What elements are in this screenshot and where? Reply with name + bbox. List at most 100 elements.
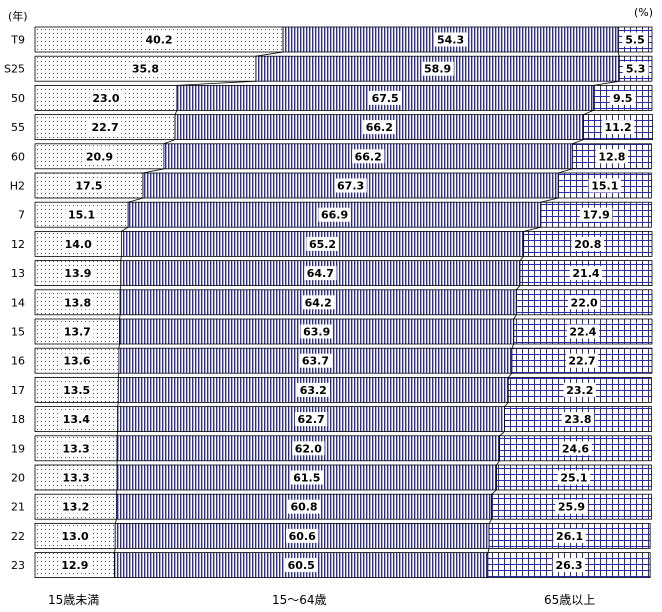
data-label-bg [65, 207, 98, 222]
data-label-over65: 25.1 [560, 472, 587, 485]
data-label-under15: 13.6 [63, 355, 90, 368]
data-label-over65: 26.3 [555, 559, 582, 572]
data-label-bg [306, 236, 339, 251]
data-label-bg [292, 441, 325, 456]
data-label-under15: 13.8 [64, 296, 91, 309]
data-label-bg [434, 32, 467, 47]
data-label-bg [563, 382, 597, 397]
series-connector-line [174, 110, 178, 115]
data-label-age15to64: 60.6 [289, 530, 316, 543]
series-connector-line [487, 548, 490, 553]
data-label-bg [89, 90, 123, 105]
data-label-under15: 13.5 [63, 384, 90, 397]
series-connector-line [114, 548, 116, 553]
data-label-bg [61, 236, 95, 251]
data-label-bg [421, 61, 454, 76]
category-label: 19 [11, 442, 25, 455]
data-label-bg [601, 120, 635, 135]
data-label-bg [88, 120, 122, 135]
data-label-bg [579, 207, 613, 222]
series-connector-line [117, 373, 120, 378]
series-connector-line [128, 197, 144, 203]
data-label-bg [83, 149, 116, 164]
data-label-age15to64: 60.5 [288, 559, 315, 572]
data-label-age15to64: 64.7 [307, 267, 334, 280]
data-label-bg [622, 61, 649, 76]
data-label-under15: 13.9 [64, 267, 91, 280]
series-connector-line [176, 80, 256, 86]
data-label-over65: 22.7 [568, 355, 595, 368]
data-label-bg [142, 32, 176, 47]
series-connector-line [617, 51, 620, 57]
series-connector-line [572, 139, 584, 145]
data-label-bg [58, 558, 91, 573]
data-label-age15to64: 66.2 [355, 150, 382, 163]
data-label-bg [555, 499, 588, 514]
series-connector-line [507, 372, 513, 378]
data-label-over65: 22.0 [571, 296, 598, 309]
data-label-age15to64: 63.9 [303, 326, 330, 339]
legend-15-64: 15～64歳 [272, 593, 327, 607]
data-label-bg [287, 499, 321, 514]
category-label: 21 [11, 501, 25, 514]
series-connector-line [515, 285, 521, 291]
series-connector-line [488, 518, 492, 524]
data-label-age15to64: 63.7 [302, 355, 329, 368]
data-label-age15to64: 61.5 [293, 472, 320, 485]
data-label-under15: 13.0 [62, 530, 89, 543]
data-label-bg [60, 412, 93, 427]
data-label-bg [294, 412, 328, 427]
data-label-bg [285, 528, 319, 543]
series-connector-line [583, 110, 594, 115]
data-label-over65: 25.9 [558, 501, 585, 514]
series-connector-line [523, 226, 542, 232]
category-label: 20 [11, 472, 25, 485]
data-label-bg [59, 470, 93, 485]
category-label: 50 [11, 92, 25, 105]
category-label: 12 [11, 238, 25, 251]
series-connector-line [118, 343, 120, 349]
data-label-bg [566, 324, 600, 339]
data-label-over65: 9.5 [613, 92, 633, 105]
data-label-bg [595, 149, 629, 164]
data-label-bg [302, 295, 335, 310]
data-label-bg [351, 149, 385, 164]
series-connector-line [499, 431, 505, 437]
series-connector-line [511, 343, 515, 349]
series-connector-line [120, 256, 122, 261]
bar-segment-age15to64 [142, 172, 559, 199]
data-label-bg [290, 470, 323, 485]
year-unit-label: (年) [8, 10, 28, 23]
legend-under-15: 15歳未満 [48, 593, 100, 607]
data-label-age15to64: 64.2 [305, 296, 332, 309]
data-label-age15to64: 67.3 [337, 180, 364, 193]
data-label-over65: 23.8 [564, 413, 591, 426]
data-label-bg [285, 558, 318, 573]
series-connector-line [119, 314, 121, 320]
data-label-over65: 12.8 [598, 150, 625, 163]
data-label-over65: 15.1 [591, 180, 618, 193]
data-label-age15to64: 67.5 [372, 92, 399, 105]
series-connector-line [117, 402, 119, 407]
data-label-over65: 23.2 [566, 384, 593, 397]
category-label: 18 [11, 413, 25, 426]
data-label-over65: 5.3 [626, 63, 646, 76]
data-label-over65: 21.4 [572, 267, 599, 280]
data-label-under15: 35.8 [132, 63, 159, 76]
data-label-bg [61, 324, 94, 339]
category-label: S25 [4, 63, 25, 76]
category-label: 15 [11, 326, 25, 339]
data-label-bg [334, 178, 367, 193]
data-label-bg [304, 266, 337, 281]
data-label-under15: 14.0 [65, 238, 92, 251]
series-connector-line [116, 489, 118, 495]
data-label-age15to64: 62.7 [298, 413, 325, 426]
legend-65-plus: 65歳以上 [544, 593, 596, 607]
data-label-bg [565, 353, 599, 368]
data-label-age15to64: 63.2 [300, 384, 327, 397]
data-label-under15: 12.9 [61, 559, 88, 572]
data-label-under15: 20.9 [86, 150, 113, 163]
data-label-bg [588, 178, 621, 193]
data-label-under15: 13.4 [63, 413, 90, 426]
